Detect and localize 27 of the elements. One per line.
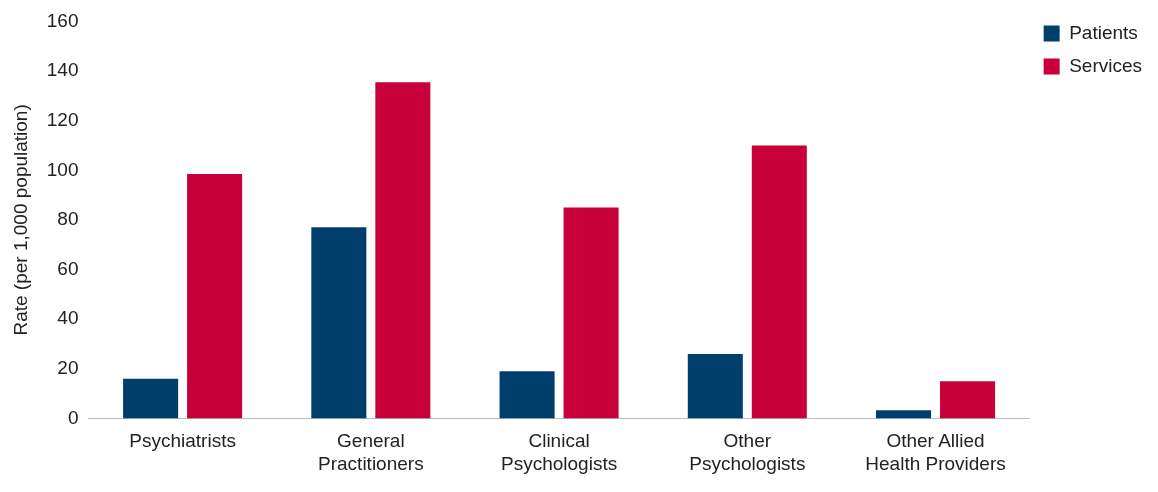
x-tick-label: Clinical Psychologists xyxy=(500,430,618,474)
y-tick-label: 160 xyxy=(46,9,79,31)
y-tick-label: 120 xyxy=(46,108,79,130)
y-tick-label: 100 xyxy=(46,158,79,180)
y-tick-label: 140 xyxy=(46,59,79,81)
bar xyxy=(876,410,932,419)
bar xyxy=(499,371,555,419)
bar xyxy=(751,145,807,419)
x-tick-label: Other Allied Health Providers xyxy=(865,430,1006,474)
legend-label: Services xyxy=(1069,54,1142,76)
x-tick-label: Other Psychologists xyxy=(689,430,806,474)
y-tick-label: 60 xyxy=(57,257,79,279)
y-axis-title: Rate (per 1,000 population) xyxy=(9,104,31,336)
y-tick-label: 0 xyxy=(67,406,79,428)
y-tick-label: 40 xyxy=(57,307,79,329)
bar xyxy=(123,378,179,419)
bar xyxy=(375,82,431,419)
bar xyxy=(563,207,619,419)
x-tick-label: General Practitioners xyxy=(318,430,424,474)
bar xyxy=(687,353,743,419)
bar xyxy=(187,174,243,419)
legend-label: Patients xyxy=(1069,21,1138,43)
bar xyxy=(311,227,367,419)
x-tick-label: Psychiatrists xyxy=(129,430,236,452)
y-tick-label: 80 xyxy=(57,208,79,230)
y-tick-label: 20 xyxy=(57,357,79,379)
bar xyxy=(940,381,996,419)
